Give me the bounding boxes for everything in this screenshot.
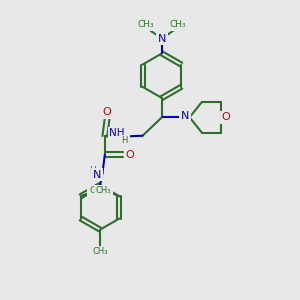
Text: CH₃: CH₃ <box>137 20 154 29</box>
Text: O: O <box>103 107 112 117</box>
Text: N: N <box>158 34 166 44</box>
Text: NH: NH <box>109 128 125 138</box>
Text: CH₃: CH₃ <box>96 186 111 195</box>
Text: N: N <box>93 170 101 180</box>
Text: O: O <box>222 112 230 122</box>
Text: O: O <box>125 150 134 160</box>
Text: CH₃: CH₃ <box>92 248 108 256</box>
Text: CH₃: CH₃ <box>170 20 187 29</box>
Text: N: N <box>181 111 189 121</box>
Text: H: H <box>122 136 128 145</box>
Text: CH₃: CH₃ <box>89 186 104 195</box>
Text: H: H <box>89 166 96 175</box>
